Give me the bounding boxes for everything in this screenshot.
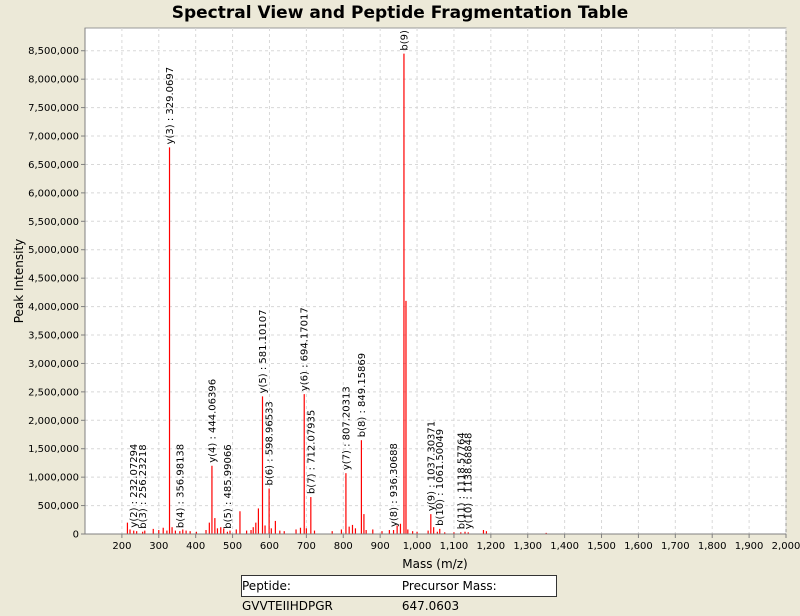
y-tick-label: 0: [73, 530, 79, 541]
x-tick-label: 1,400: [550, 541, 579, 552]
x-tick-label: 700: [297, 541, 316, 552]
y-tick-label: 4,500,000: [28, 274, 79, 285]
peak-annotation: y(8) : 936.30688: [389, 443, 400, 527]
x-tick-label: 800: [334, 541, 353, 552]
peak-annotation: b(11) : 1118.57764: [456, 432, 467, 529]
peak-annotation: b(7) : 712.07935: [306, 410, 317, 494]
y-tick-label: 1,000,000: [28, 473, 79, 484]
peak-annotation: b(10) : 1061.50049: [435, 429, 446, 526]
chart-title: Spectral View and Peptide Fragmentation …: [171, 3, 629, 23]
peak-annotation: y(6) : 694.17017: [300, 307, 311, 391]
peak-annotation: y(4) : 444.06396: [207, 379, 218, 463]
y-axis-title: Peak Intensity: [12, 239, 26, 324]
y-tick-label: 5,000,000: [28, 245, 79, 256]
x-tick-label: 200: [112, 541, 131, 552]
peak-annotation: y(2) : 232.07294: [129, 444, 140, 528]
x-tick-label: 1,700: [661, 541, 690, 552]
y-tick-label: 6,000,000: [28, 188, 79, 199]
y-tick-label: 2,500,000: [28, 387, 79, 398]
y-tick-label: 5,500,000: [28, 217, 79, 228]
x-tick-label: 900: [371, 541, 390, 552]
x-tick-label: 1,900: [735, 541, 764, 552]
y-tick-label: 7,000,000: [28, 132, 79, 143]
peak-annotation: y(10) : 1138.68848: [464, 433, 475, 530]
y-tick-label: 500,000: [38, 501, 79, 512]
peak-annotation: y(7) : 807.20313: [341, 386, 352, 470]
peak-annotation: b(3) : 256.23218: [138, 444, 149, 528]
grid-lines: [85, 28, 787, 535]
precursor-mass: Precursor Mass: 647.0603: [401, 579, 497, 613]
y-tick-label: 2,000,000: [28, 416, 79, 427]
peak-annotation: y(9) : 1037.30371: [426, 421, 437, 511]
x-tick-label: 500: [223, 541, 242, 552]
y-tick-label: 8,500,000: [28, 46, 79, 57]
peak-annotation: y(3) : 329.0697: [165, 67, 176, 145]
y-tick-label: 7,500,000: [28, 103, 79, 114]
x-axis: 200 300 400 500 600 700 800 900 1,000 1,100 1,200 1…: [85, 533, 800, 552]
x-tick-label: 400: [186, 541, 205, 552]
y-tick-label: 4,000,000: [28, 302, 79, 313]
x-axis-title: Mass (m/z): [402, 557, 467, 571]
y-axis: 0 500,000 1,000,000 1,500,000 2,000,000 2,500…: [28, 28, 86, 541]
peak-annotation: b(8) : 849.15869: [357, 353, 368, 437]
y-tick-label: 3,500,000: [28, 331, 79, 342]
peak-annotation: b(6) : 598.96533: [265, 401, 276, 485]
x-tick-label: 1,300: [513, 541, 542, 552]
x-tick-label: 1,100: [440, 541, 469, 552]
x-tick-label: 1,000: [403, 541, 432, 552]
peak-annotation: b(9): [399, 30, 410, 51]
x-tick-label: 1,800: [698, 541, 727, 552]
y-tick-label: 8,000,000: [28, 75, 79, 86]
peak-annotation: y(5) : 581.10107: [258, 310, 269, 394]
peptide-sequence: Peptide: GVVTEIIHDPGR: [242, 579, 333, 613]
peptide-info-box: Peptide: GVVTEIIHDPGR Precursor Mass: 64…: [241, 575, 557, 613]
peak-annotation: b(4) : 356.98138: [175, 444, 186, 528]
x-tick-label: 600: [260, 541, 279, 552]
y-tick-label: 1,500,000: [28, 444, 79, 455]
peaks: [126, 53, 547, 534]
x-tick-label: 1,600: [624, 541, 653, 552]
y-tick-label: 6,500,000: [28, 160, 79, 171]
x-tick-label: 1,500: [587, 541, 616, 552]
x-tick-label: 2,000: [772, 541, 800, 552]
x-tick-label: 1,200: [477, 541, 506, 552]
y-tick-label: 3,000,000: [28, 359, 79, 370]
x-tick-label: 300: [149, 541, 168, 552]
peak-annotation: b(5) : 485.99066: [223, 444, 234, 528]
